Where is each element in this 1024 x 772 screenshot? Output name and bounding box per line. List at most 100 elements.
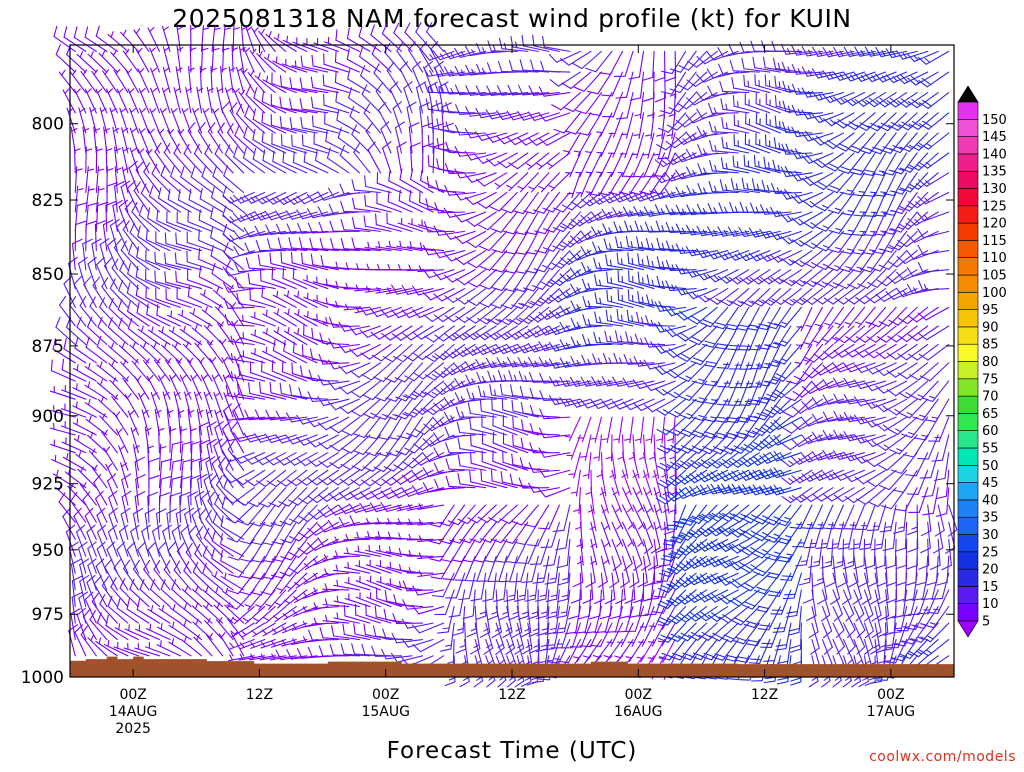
barb-feather [182,310,183,316]
barb-feather [150,624,151,630]
barb-feather [390,579,391,585]
barb-feather [443,628,449,629]
barb-feather [369,545,370,551]
barb-feather [165,233,166,244]
barb-feather [323,75,324,86]
barb-feather [463,677,468,680]
barb-staff [449,173,475,174]
barb-feather [62,70,65,75]
barb-feather [449,678,454,680]
barb-feather [513,435,514,446]
barb-feather [243,315,244,321]
barb-feather [108,640,109,646]
barb-feather [474,681,483,687]
barb-feather [471,435,472,446]
barb-feather [337,596,338,602]
barb-staff [312,640,338,641]
barb-feather [335,72,336,83]
barb-feather [513,417,514,428]
barb-feather [390,562,391,568]
barb-feather [348,562,349,568]
barb-feather [522,35,523,46]
barb-feather [293,268,294,279]
barb-feather [337,613,338,619]
barb-feather [111,32,113,37]
barb-feather [358,546,359,552]
barb-feather [498,680,506,687]
barb-staff [312,380,338,381]
barb-feather [136,29,139,34]
barb-feather [56,317,60,327]
barb-feather [555,659,561,660]
barb-feather [96,26,99,36]
barb-feather [150,27,154,31]
barb-feather [64,27,67,37]
barb-staff [386,639,412,640]
barb-feather [155,252,156,263]
barb-feather [518,677,523,680]
barb-feather [278,34,279,40]
barb-feather [533,35,534,46]
barb-feather [56,45,60,55]
barb-feather [176,271,177,282]
barb-feather [518,563,529,564]
barb-feather [533,681,544,682]
barb-feather [62,359,63,370]
barb-feather [64,339,66,349]
barb-feather [539,679,550,680]
barb-feather [76,402,77,408]
barb-feather [164,27,169,30]
barb-feather [85,27,88,37]
barb-feather [65,89,69,93]
barb-feather [60,296,66,305]
barb-feather [176,233,177,244]
chart-title: 2025081318 NAM forecast wind profile (kt… [172,4,852,33]
barb-feather [538,528,549,529]
barb-feather [487,680,495,687]
barb-feather [161,641,162,647]
barb-feather [471,453,472,464]
barb-feather [532,678,538,680]
barb-feather [283,268,284,279]
barb-staff [54,36,75,51]
barb-feather [507,680,515,687]
barb-feather [266,347,267,353]
barb-feather [119,624,120,630]
barb-feather [63,509,70,517]
barb-feather [525,678,530,681]
barb-feather [291,252,292,263]
barb-feather [77,384,78,390]
barb-feather [171,311,172,317]
barb-feather [67,454,68,460]
barb-feather [335,51,336,62]
barb-feather [51,360,52,371]
barb-feather [199,230,200,241]
barb-feather [445,682,455,686]
barb-feather [74,27,76,37]
barb-feather [281,252,282,263]
barb-feather [295,61,296,67]
barb-feather [491,470,492,481]
barb-feather [559,628,565,629]
barb-feather [539,578,545,579]
barb-feather [55,455,56,461]
barb-feather [293,342,294,353]
barb-staff [449,152,475,153]
barb-feather [287,36,288,42]
barb-feather [292,135,293,146]
barb-feather [510,581,521,582]
barb-feather [379,546,380,552]
barb-feather [460,681,469,686]
barb-feather [155,271,156,282]
barb-feather [388,191,389,202]
barb-feather [123,30,126,35]
barb-feather [272,361,273,372]
barb-feather [276,57,277,63]
barb-feather [344,605,345,616]
barb-feather [428,135,429,146]
barb-feather [420,192,421,203]
barb-feather [293,152,294,163]
barb-staff [344,212,370,213]
